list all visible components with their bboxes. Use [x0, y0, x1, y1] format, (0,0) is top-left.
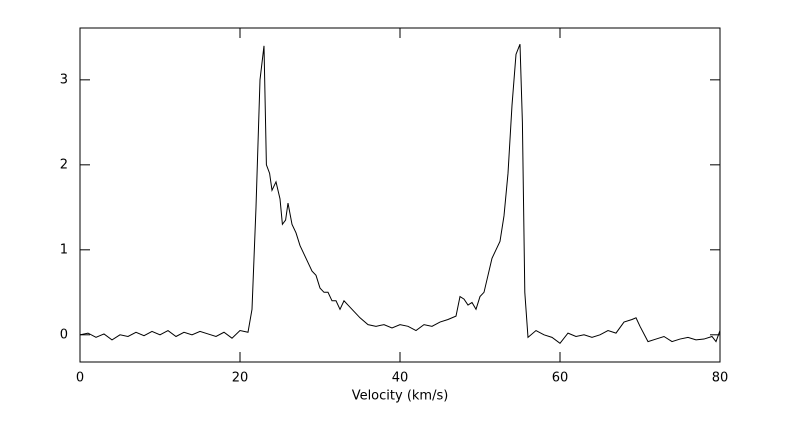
y-tick-label: 0 [60, 327, 68, 342]
x-tick-label: 40 [392, 371, 409, 386]
x-tick-label: 20 [232, 371, 249, 386]
y-tick-label: 1 [60, 242, 68, 257]
x-tick-label: 60 [552, 371, 569, 386]
y-tick-label: 2 [60, 157, 68, 172]
x-tick-label: 0 [76, 371, 84, 386]
plot-frame [79, 27, 721, 363]
y-tick-label: 3 [60, 72, 68, 87]
x-tick-label: 80 [712, 371, 729, 386]
spectrum-line [79, 43, 721, 344]
x-axis-label: Velocity (km/s) [352, 389, 449, 404]
